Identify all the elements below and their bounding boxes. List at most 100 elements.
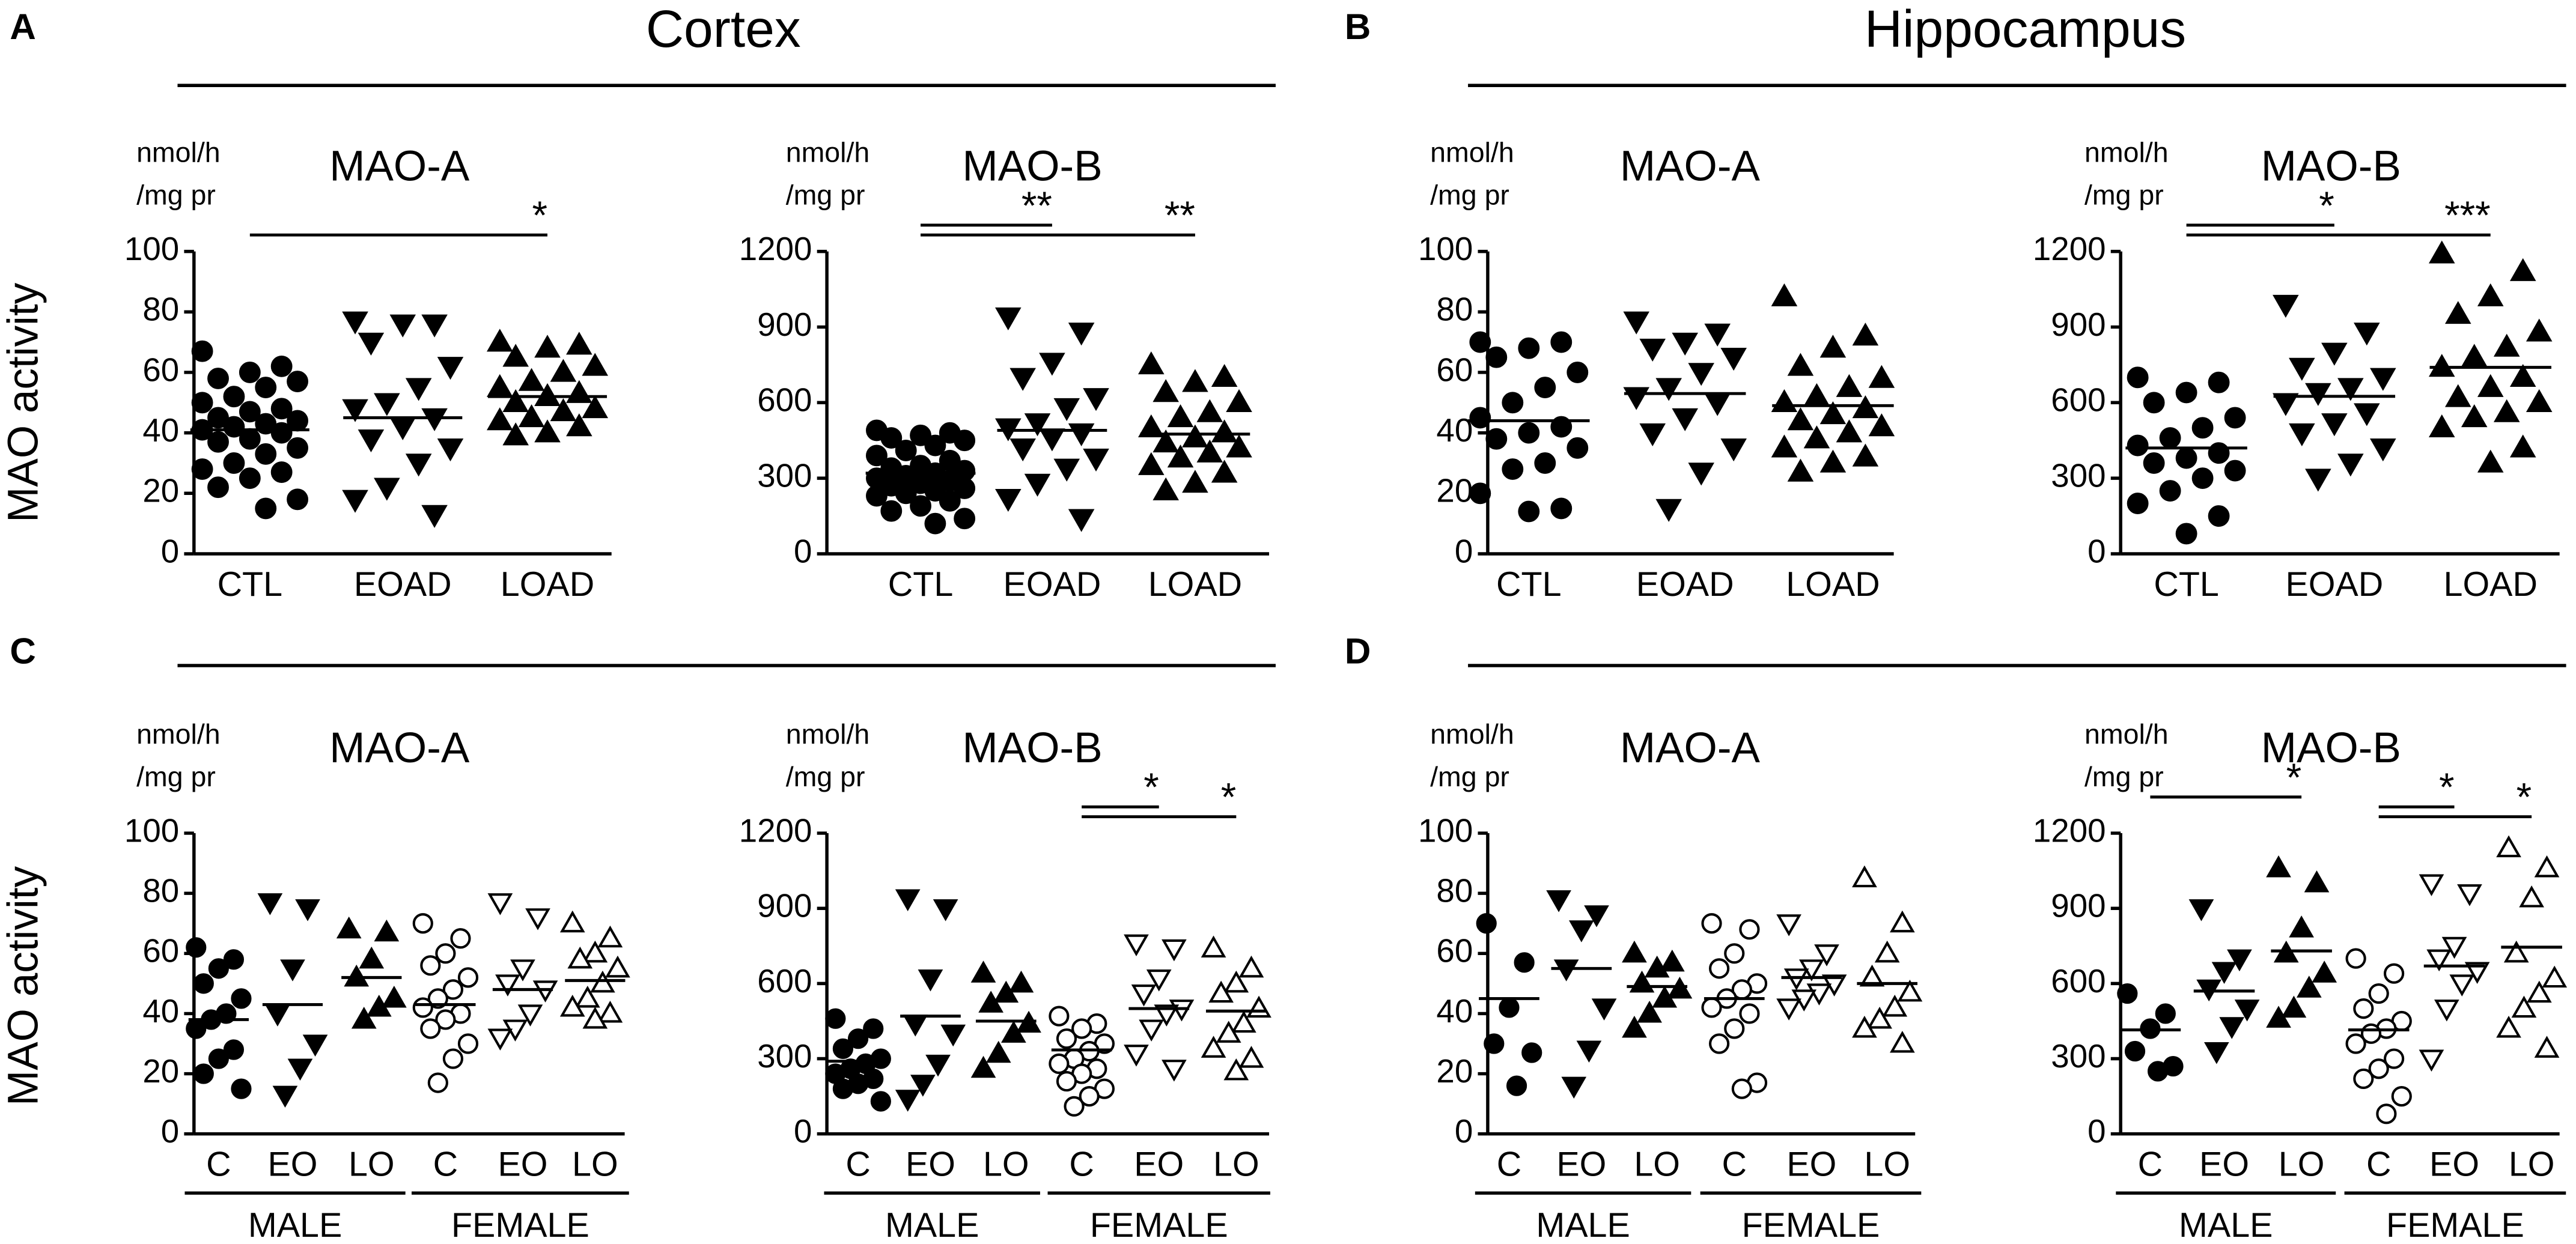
data-point (1709, 958, 1730, 979)
significance-label: ** (1022, 184, 1052, 228)
data-point (1071, 1018, 1092, 1039)
panel-letter: D (1345, 631, 1371, 672)
data-point (1068, 323, 1095, 346)
data-point (1182, 424, 1208, 448)
x-tick-label: C (433, 1145, 458, 1184)
data-point (1001, 1021, 1026, 1043)
data-point (191, 392, 213, 414)
y-tick-label: 60 (1436, 932, 1473, 969)
data-point (186, 1018, 207, 1039)
data-point (427, 988, 448, 1009)
x-tick-label: C (2366, 1145, 2391, 1184)
data-point (2234, 1000, 2260, 1022)
data-point (186, 937, 207, 958)
data-point (1546, 890, 1571, 912)
data-point (302, 1034, 328, 1057)
y-tick-label: 1200 (739, 812, 812, 849)
data-point (405, 378, 432, 401)
data-point (272, 1085, 298, 1108)
data-point (442, 1048, 464, 1069)
data-point (954, 477, 976, 499)
data-point (223, 1039, 245, 1060)
unit-label: nmol/h (2084, 136, 2169, 168)
unit-label: /mg pr (136, 761, 216, 792)
y-tick-label: 0 (1455, 532, 1473, 569)
data-point (265, 1004, 290, 1027)
data-point (1852, 395, 1879, 419)
data-point (1124, 1045, 1149, 1067)
data-point (2191, 467, 2214, 490)
data-point (2289, 915, 2314, 938)
data-point (2461, 404, 2488, 428)
data-point (2353, 1068, 2374, 1090)
data-point (193, 973, 214, 994)
data-point (207, 476, 229, 499)
data-point (2127, 493, 2149, 514)
y-tick-label: 900 (757, 306, 812, 343)
data-point (2519, 885, 2544, 908)
unit-label: nmol/h (786, 718, 870, 750)
data-point (442, 979, 464, 1000)
data-point (978, 991, 1003, 1013)
y-tick-label: 20 (1436, 472, 1473, 509)
data-point (2419, 1049, 2444, 1072)
data-point (359, 946, 385, 969)
data-point (1660, 949, 1685, 972)
unit-label: /mg pr (786, 761, 865, 792)
data-point (2509, 363, 2536, 387)
data-point (1771, 434, 1798, 458)
data-point (2204, 1042, 2229, 1064)
data-point (495, 974, 520, 997)
data-point (1518, 500, 1540, 523)
data-point (287, 1058, 313, 1081)
data-point (1724, 1018, 1745, 1039)
data-point (525, 908, 550, 930)
data-point (193, 1063, 214, 1084)
data-point (866, 445, 888, 467)
data-point (270, 422, 293, 444)
y-tick-label: 40 (142, 992, 179, 1030)
y-tick-label: 20 (1436, 1052, 1473, 1090)
significance-label: * (1143, 765, 1159, 809)
data-point (2444, 301, 2471, 324)
data-point (2477, 374, 2504, 397)
data-point (1182, 470, 1208, 493)
unit-label: /mg pr (136, 180, 216, 211)
data-point (910, 1075, 936, 1097)
data-point (420, 1018, 441, 1039)
data-point (207, 407, 229, 429)
data-point (924, 512, 946, 535)
unit-label: nmol/h (136, 136, 221, 168)
data-point (1867, 1007, 1892, 1029)
data-point (1246, 995, 1271, 1018)
panel-title: MAO-A (329, 724, 470, 772)
data-point (1201, 935, 1226, 957)
data-point (351, 1007, 377, 1029)
x-tick-label: LO (1634, 1145, 1680, 1184)
data-point (2368, 983, 2389, 1004)
x-tick-label: LO (349, 1145, 395, 1184)
data-point (2441, 936, 2467, 959)
data-point (970, 1055, 996, 1078)
data-point (1622, 940, 1647, 963)
data-point (1009, 438, 1036, 462)
data-point (1153, 477, 1179, 500)
data-point (2159, 480, 2181, 502)
data-point (287, 437, 308, 459)
data-point (502, 344, 529, 367)
data-point (2511, 995, 2537, 1018)
x-tick-label: C (1069, 1145, 1094, 1184)
data-point (1039, 353, 1065, 376)
data-point (2509, 434, 2536, 458)
x-tick-label: LO (2509, 1145, 2555, 1184)
panel-title: MAO-A (329, 143, 470, 190)
data-point (2461, 344, 2488, 367)
data-point (382, 985, 407, 1008)
data-point (939, 490, 961, 512)
data-point (2304, 870, 2330, 893)
data-point (2289, 423, 2315, 446)
data-point (374, 393, 400, 416)
x-tick-label: CTL (888, 565, 954, 604)
y-tick-label: 60 (1436, 351, 1473, 388)
x-tick-label: EO (498, 1145, 547, 1184)
